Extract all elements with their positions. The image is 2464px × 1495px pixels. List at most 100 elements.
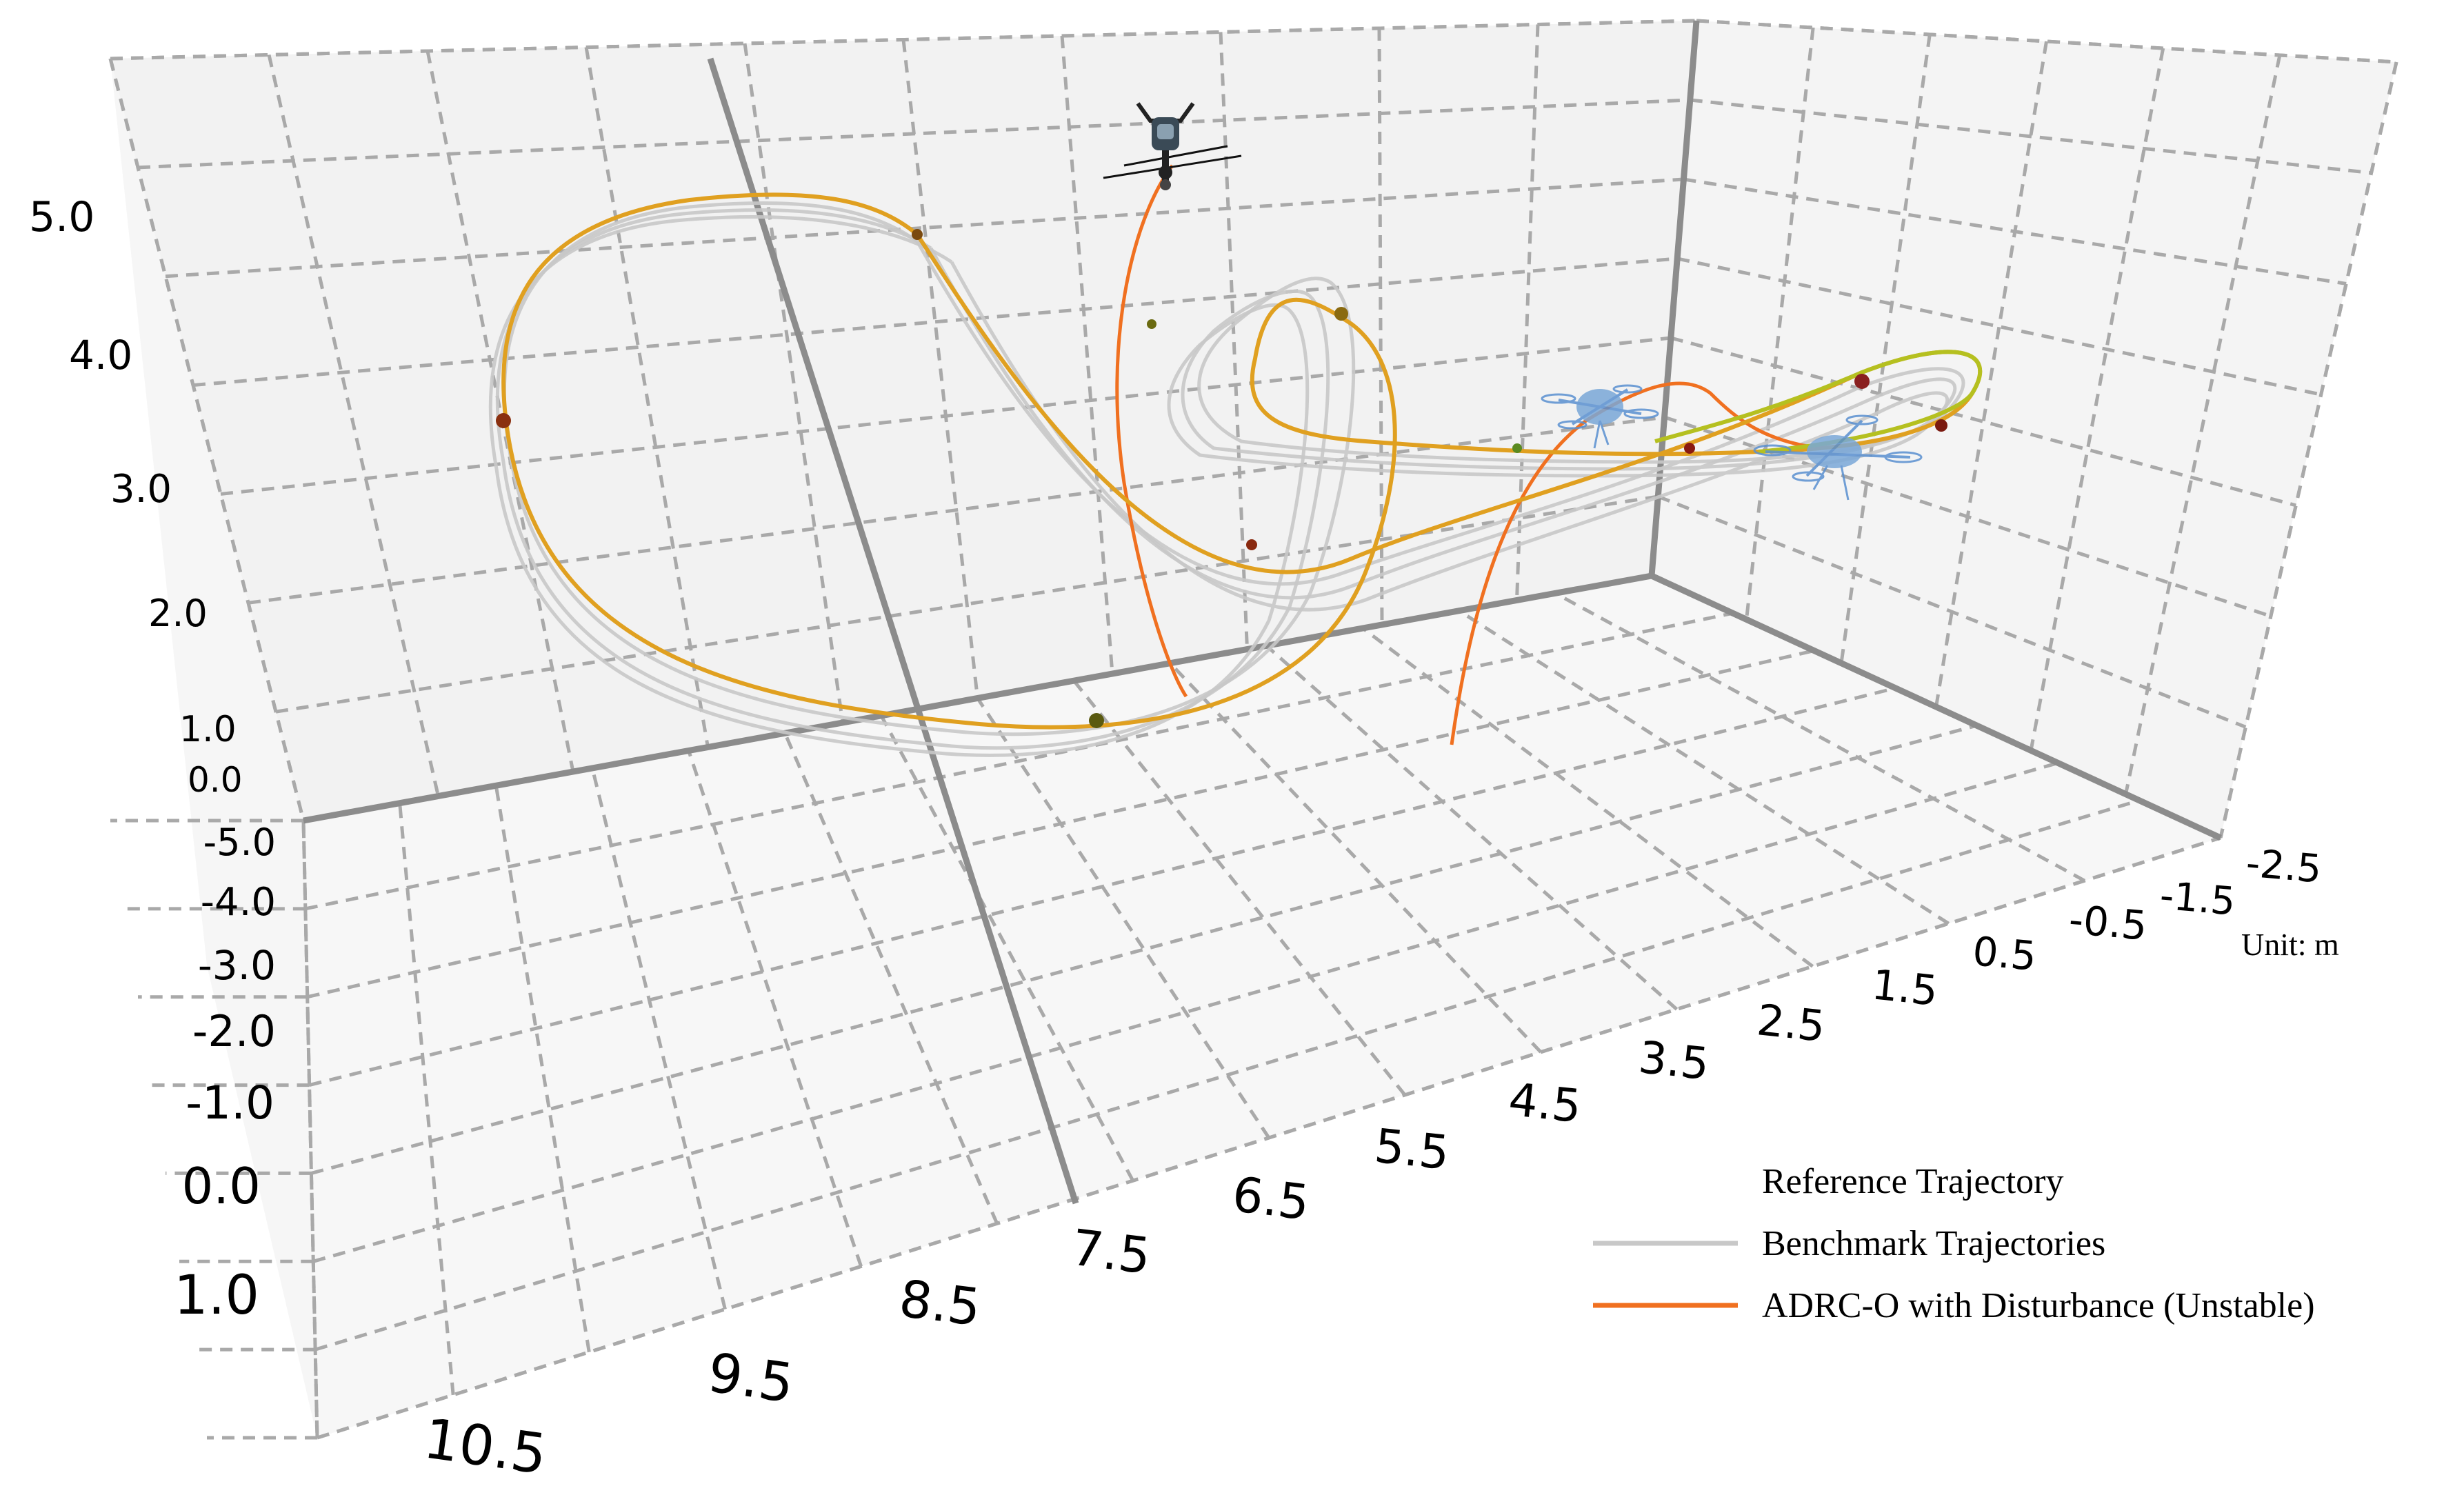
grid-line <box>1458 609 1950 925</box>
grid-line <box>1670 336 2296 508</box>
x-tick-label: 7.5 <box>1068 1218 1154 1285</box>
trajectory-marker <box>1512 443 1522 453</box>
x-tick-label: 2.5 <box>1754 994 1827 1052</box>
y-tick-label: 1.0 <box>174 1265 259 1327</box>
grid-line <box>2124 54 2282 795</box>
grid-line <box>314 799 2140 1352</box>
right-wall-pane <box>1652 21 2396 838</box>
grid-line <box>2029 48 2165 751</box>
trajectory-marker <box>1334 307 1348 321</box>
grid-line <box>1745 27 1815 620</box>
z-axis-ticks: 0.0 1.0 2.0 3.0 4.0 5.0 <box>29 193 243 800</box>
grid-line <box>1934 41 2048 708</box>
x-tick-label: 10.5 <box>420 1406 550 1487</box>
legend-label-adrc-o: ADRC-O with Disturbance (Unstable) <box>1762 1286 2315 1325</box>
grid-line <box>1060 35 1114 674</box>
grid-line <box>590 767 727 1310</box>
grid-line <box>1554 592 2086 883</box>
x-tick-label: 4.5 <box>1506 1073 1583 1134</box>
z-tick-label: 2.0 <box>148 592 208 635</box>
grid-line <box>1361 627 1814 968</box>
x-tick-label: 8.5 <box>896 1269 983 1338</box>
grid-line <box>1657 494 2247 729</box>
y-tick-label: -3.0 <box>198 942 276 989</box>
grid-line <box>220 336 1672 496</box>
trajectory-marker <box>1935 419 1947 432</box>
quadrotor-blue-icon <box>1753 414 1923 501</box>
axis-line <box>707 57 1079 1205</box>
grid-line <box>305 611 1734 911</box>
grid-line <box>248 415 1665 605</box>
grid-line <box>108 58 306 821</box>
axis-line <box>1650 572 2222 841</box>
x-tick-label: -1.5 <box>2158 873 2237 924</box>
legend: Reference Trajectory Benchmark Trajector… <box>1593 1162 2315 1325</box>
grid-line <box>1676 257 2322 397</box>
quadrotor-dark-icon <box>1103 102 1242 190</box>
z-tick-label: 3.0 <box>110 467 172 512</box>
grid-line <box>879 714 1135 1182</box>
grid-line <box>398 803 455 1396</box>
floor-pane <box>303 576 2221 1438</box>
z-tick-label: 5.0 <box>29 193 94 241</box>
x-axis-ticks: 10.5 9.5 8.5 7.5 6.5 5.5 4.5 3.5 2.5 1.5… <box>420 841 2323 1487</box>
axis-lines <box>303 20 2222 1205</box>
x-tick-label: 1.5 <box>1870 961 1940 1016</box>
x-tick-label: 6.5 <box>1230 1166 1312 1232</box>
x-tick-label: -0.5 <box>2067 896 2149 950</box>
y-axis-ticks: -5.0 -4.0 -3.0 -2.0 -1.0 0.0 1.0 <box>174 821 276 1327</box>
grid-line <box>317 836 2221 1440</box>
trajectory-marker <box>1089 713 1104 728</box>
grid-line <box>310 723 1978 1175</box>
x-tick-label: 3.5 <box>1636 1032 1712 1090</box>
grid-line <box>901 39 979 699</box>
grid-line <box>137 98 1690 170</box>
trajectory-marker <box>1147 319 1156 329</box>
adrc-o-trajectory-line <box>1115 164 1188 698</box>
trajectory-marker <box>1246 539 1257 550</box>
grid-line <box>976 697 1271 1139</box>
z-tick-label: 4.0 <box>69 332 132 379</box>
grid-line <box>1690 98 2372 175</box>
grid-line <box>1839 34 1932 664</box>
y-tick-label: -4.0 <box>201 880 276 925</box>
grid-line <box>312 761 2059 1263</box>
grid-line <box>584 47 710 748</box>
x-tick-label: -2.5 <box>2244 841 2323 892</box>
grid-line <box>1265 644 1679 1011</box>
trajectory-marker <box>1684 443 1695 454</box>
legend-label-benchmark: Benchmark Trajectories <box>1762 1224 2105 1263</box>
axis-line <box>303 572 1652 824</box>
quadrotor-blue-icon <box>1541 384 1659 449</box>
x-tick-label: 5.5 <box>1372 1119 1452 1181</box>
unit-label: Unit: m <box>2241 927 2339 962</box>
z-tick-label: 0.0 <box>188 760 243 800</box>
benchmark-trajectory-line <box>502 201 1965 736</box>
grid-line <box>687 750 863 1267</box>
grid-line <box>743 43 845 723</box>
x-tick-label: 0.5 <box>1971 927 2039 980</box>
reference-trajectory-tail <box>1654 350 1983 454</box>
x-tick-label: 9.5 <box>704 1342 797 1415</box>
legend-label-reference: Reference Trajectory <box>1762 1162 2063 1201</box>
z-tick-label: 1.0 <box>179 709 237 750</box>
grid-line <box>494 785 591 1353</box>
benchmark-trajectories <box>488 201 1965 757</box>
reference-trajectory <box>501 192 1983 730</box>
grid-line <box>1072 679 1407 1096</box>
trajectory-markers <box>496 229 1947 728</box>
left-wall-pane <box>110 59 317 1438</box>
grid-line <box>1696 19 2397 64</box>
trajectory-marker <box>912 229 923 240</box>
grid-line <box>267 54 440 797</box>
y-tick-label: -5.0 <box>203 821 276 864</box>
grid-line <box>1168 662 1543 1054</box>
grid-line <box>1683 177 2347 285</box>
grid-line <box>783 732 999 1225</box>
grid-line <box>2218 61 2398 839</box>
y-tick-label: -1.0 <box>186 1076 274 1130</box>
grid-line <box>110 19 1697 61</box>
trajectory-marker <box>496 413 511 428</box>
reference-trajectory-line <box>501 192 1983 730</box>
y-tick-label: 0.0 <box>181 1157 261 1215</box>
